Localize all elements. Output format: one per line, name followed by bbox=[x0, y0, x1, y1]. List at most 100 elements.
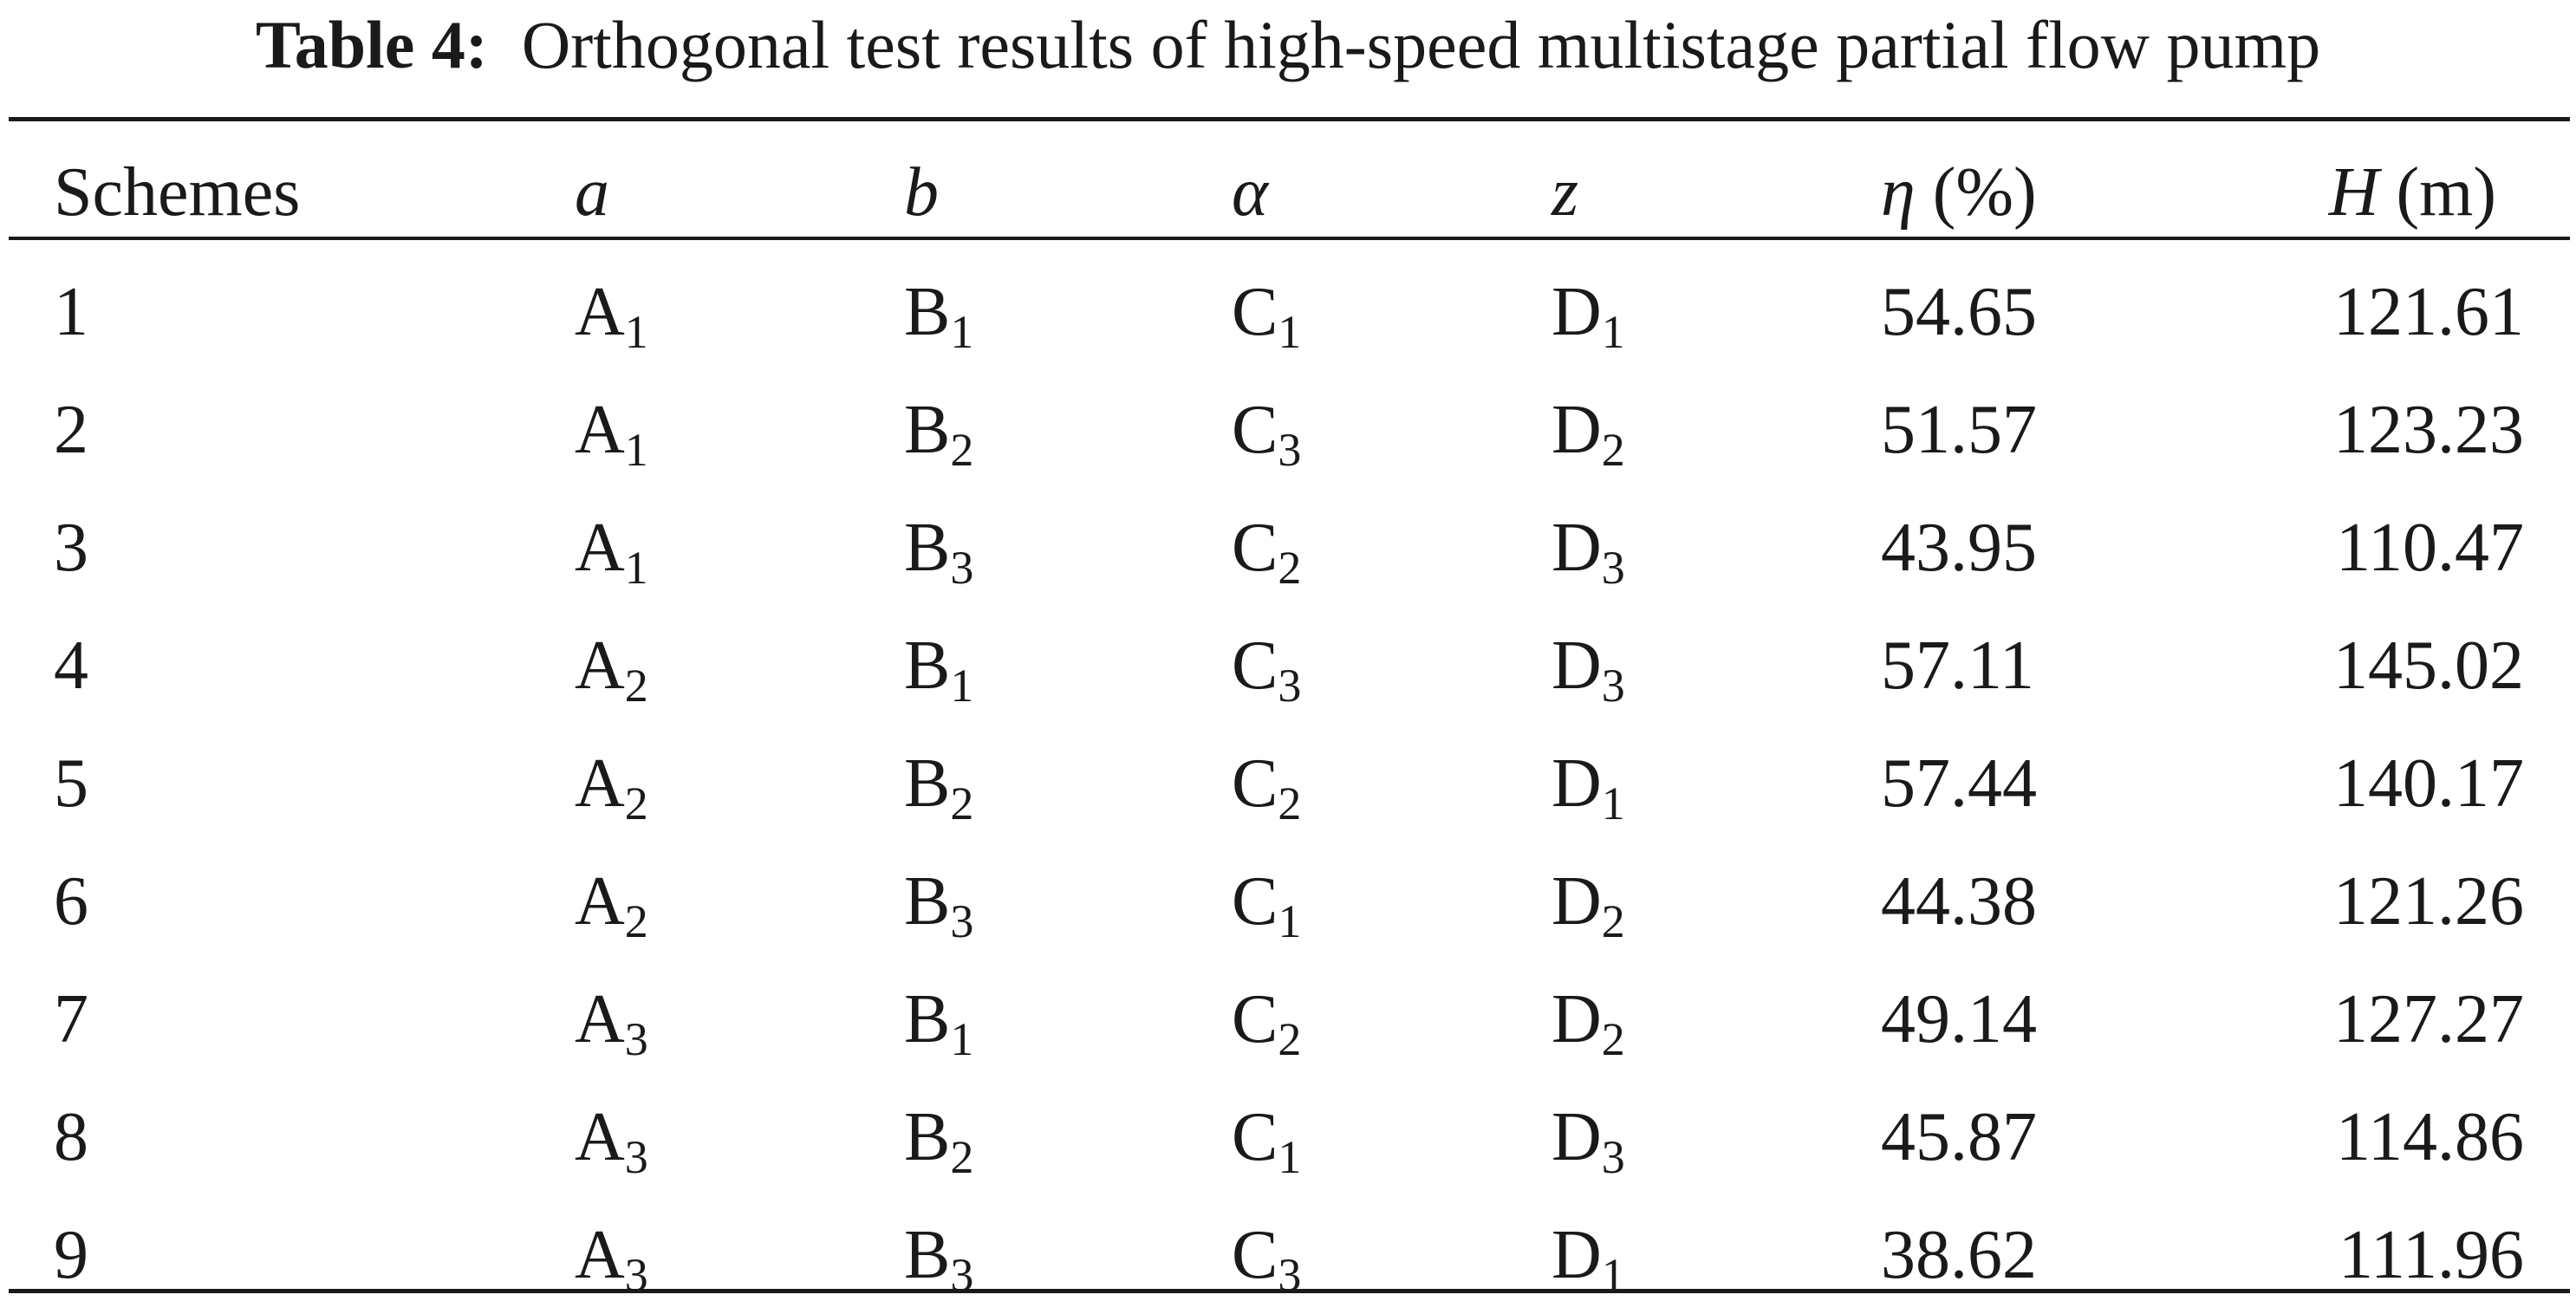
level-letter: C bbox=[1232, 628, 1278, 704]
level-letter: C bbox=[1232, 392, 1278, 468]
header-eta: η (%) bbox=[1881, 149, 2037, 236]
level-subscript: 2 bbox=[1278, 542, 1302, 595]
level-letter: D bbox=[1551, 745, 1602, 822]
cell-h: 145.02 bbox=[2333, 628, 2524, 704]
cell-alpha: C1 bbox=[1232, 269, 1301, 355]
cell-a: A2 bbox=[575, 858, 648, 945]
cell-alpha: C3 bbox=[1232, 622, 1301, 709]
cell-a: A3 bbox=[575, 1094, 648, 1181]
level-subscript: 2 bbox=[950, 777, 974, 830]
table-caption-text: Orthogonal test results of high-speed mu… bbox=[521, 7, 2321, 82]
level-letter: A bbox=[575, 628, 625, 704]
level-letter: B bbox=[904, 628, 951, 704]
level-subscript: 2 bbox=[1278, 1013, 1302, 1066]
level-subscript: 2 bbox=[1278, 777, 1302, 830]
table-caption-label: Table 4: bbox=[255, 7, 488, 82]
level-subscript: 1 bbox=[624, 306, 648, 359]
cell-z: D3 bbox=[1551, 622, 1625, 709]
level-subscript: 1 bbox=[1278, 1131, 1302, 1184]
cell-b: B2 bbox=[904, 1094, 973, 1181]
cell-scheme: 8 bbox=[54, 1099, 88, 1175]
level-letter: C bbox=[1232, 1217, 1278, 1293]
level-letter: B bbox=[904, 392, 951, 468]
cell-z: D2 bbox=[1551, 387, 1625, 473]
cell-z: D2 bbox=[1551, 858, 1625, 945]
cell-eta: 54.65 bbox=[1881, 274, 2037, 350]
cell-a: A1 bbox=[575, 504, 648, 591]
cell-b: B3 bbox=[904, 1212, 973, 1298]
cell-alpha: C3 bbox=[1232, 1212, 1301, 1298]
level-subscript: 1 bbox=[950, 1013, 974, 1066]
cell-z: D1 bbox=[1551, 1212, 1625, 1298]
level-letter: A bbox=[575, 392, 625, 468]
level-subscript: 2 bbox=[624, 895, 648, 948]
cell-a: A3 bbox=[575, 976, 648, 1063]
level-subscript: 1 bbox=[1278, 895, 1302, 948]
header-z: z bbox=[1551, 154, 1579, 231]
level-letter: B bbox=[904, 274, 951, 350]
cell-z: D3 bbox=[1551, 1094, 1625, 1181]
level-subscript: 3 bbox=[1601, 1131, 1625, 1184]
cell-b: B3 bbox=[904, 858, 973, 945]
cell-eta: 43.95 bbox=[1881, 510, 2037, 586]
level-letter: B bbox=[904, 1217, 951, 1293]
level-letter: C bbox=[1232, 863, 1278, 940]
cell-a: A1 bbox=[575, 269, 648, 355]
cell-z: D2 bbox=[1551, 976, 1625, 1063]
level-subscript: 2 bbox=[624, 660, 648, 712]
level-letter: A bbox=[575, 981, 625, 1057]
level-letter: D bbox=[1551, 981, 1602, 1057]
level-subscript: 2 bbox=[624, 777, 648, 830]
cell-eta: 57.11 bbox=[1881, 628, 2035, 704]
header-h-symbol: H bbox=[2328, 154, 2379, 231]
level-letter: A bbox=[575, 1217, 625, 1293]
cell-scheme: 9 bbox=[54, 1217, 88, 1293]
header-h-unit: (m) bbox=[2378, 154, 2496, 231]
cell-a: A1 bbox=[575, 387, 648, 473]
header-a: a bbox=[575, 154, 609, 231]
level-letter: B bbox=[904, 981, 951, 1057]
cell-h: 123.23 bbox=[2333, 392, 2524, 468]
level-subscript: 3 bbox=[950, 895, 974, 948]
level-subscript: 1 bbox=[950, 306, 974, 359]
level-subscript: 3 bbox=[624, 1013, 648, 1066]
level-subscript: 3 bbox=[624, 1131, 648, 1184]
level-subscript: 3 bbox=[1601, 542, 1625, 595]
cell-alpha: C3 bbox=[1232, 387, 1301, 473]
cell-eta: 51.57 bbox=[1881, 392, 2037, 468]
cell-scheme: 3 bbox=[54, 510, 88, 586]
cell-eta: 45.87 bbox=[1881, 1099, 2037, 1175]
header-eta-symbol: η bbox=[1881, 154, 1916, 231]
cell-a: A2 bbox=[575, 622, 648, 709]
level-subscript: 3 bbox=[624, 1249, 648, 1301]
cell-b: B1 bbox=[904, 269, 973, 355]
cell-b: B2 bbox=[904, 740, 973, 827]
level-letter: C bbox=[1232, 745, 1278, 822]
level-letter: D bbox=[1551, 510, 1602, 586]
level-letter: D bbox=[1551, 274, 1602, 350]
level-subscript: 2 bbox=[1601, 895, 1625, 948]
cell-alpha: C2 bbox=[1232, 976, 1301, 1063]
cell-b: B1 bbox=[904, 622, 973, 709]
level-subscript: 1 bbox=[1601, 1249, 1625, 1301]
level-letter: C bbox=[1232, 981, 1278, 1057]
cell-b: B1 bbox=[904, 976, 973, 1063]
cell-eta: 49.14 bbox=[1881, 981, 2037, 1057]
level-subscript: 3 bbox=[950, 542, 974, 595]
cell-scheme: 5 bbox=[54, 745, 88, 822]
level-letter: A bbox=[575, 863, 625, 940]
level-subscript: 1 bbox=[1601, 306, 1625, 359]
level-letter: A bbox=[575, 1099, 625, 1175]
cell-z: D1 bbox=[1551, 740, 1625, 827]
header-schemes: Schemes bbox=[54, 154, 301, 231]
level-letter: C bbox=[1232, 1099, 1278, 1175]
level-letter: D bbox=[1551, 863, 1602, 940]
level-letter: D bbox=[1551, 1217, 1602, 1293]
cell-alpha: C2 bbox=[1232, 504, 1301, 591]
level-subscript: 3 bbox=[950, 1249, 974, 1301]
cell-eta: 44.38 bbox=[1881, 863, 2037, 940]
cell-alpha: C1 bbox=[1232, 1094, 1301, 1181]
header-alpha: α bbox=[1232, 154, 1268, 231]
cell-b: B3 bbox=[904, 504, 973, 591]
level-subscript: 1 bbox=[1278, 306, 1302, 359]
